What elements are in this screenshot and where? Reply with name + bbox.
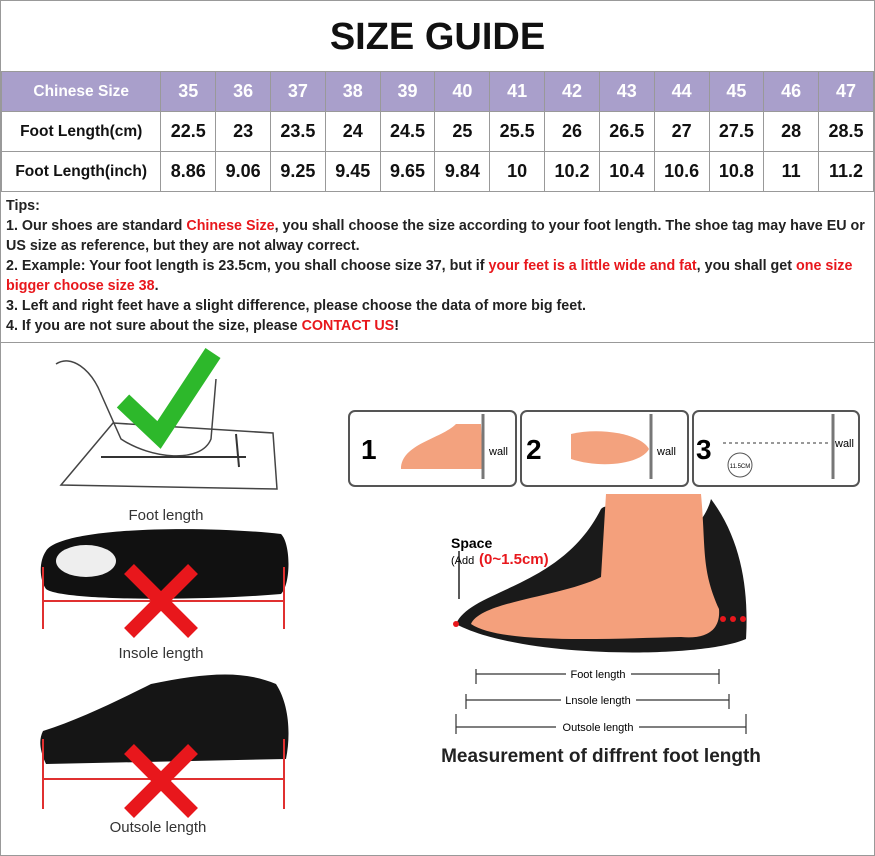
- step-1: 1 wall: [348, 410, 517, 487]
- check-mark: [116, 348, 221, 449]
- tip-text: , you shall get: [696, 258, 796, 274]
- size-table: Chinese Size 35 36 37 38 39 40 41 42 43 44 45 46 47 Fo…: [1, 71, 874, 192]
- cell: 28.5: [818, 111, 874, 152]
- label: Foot length: [128, 507, 203, 524]
- step-number: 1: [361, 434, 377, 465]
- tip-text: !: [394, 318, 399, 334]
- wall-label: wall: [488, 446, 508, 458]
- cell: 38: [324, 71, 381, 112]
- tip-text: one size bigger choose size 38: [6, 258, 853, 294]
- tip-text: .: [154, 278, 159, 294]
- cell: 24.5: [379, 111, 436, 152]
- cell: 25.5: [489, 111, 546, 152]
- cell: 8.86: [160, 151, 217, 192]
- cell: 39: [379, 71, 436, 112]
- label: Outsole length: [110, 819, 207, 836]
- tip: 1. Our shoes are standard Chinese Size, …: [6, 216, 869, 256]
- row-label: Foot Length(cm): [1, 111, 162, 152]
- step-note: 11.5CM: [730, 464, 751, 470]
- row-label: Foot Length(inch): [1, 151, 162, 192]
- cell: 40: [434, 71, 491, 112]
- row-label: Chinese Size: [1, 71, 162, 112]
- cell: 9.65: [379, 151, 436, 192]
- tips: Tips: 1. Our shoes are standard Chinese …: [1, 194, 874, 343]
- caption: Measurement of diffrent foot length: [441, 746, 761, 767]
- cell: 27.5: [708, 111, 765, 152]
- cell: 28: [763, 111, 820, 152]
- shoe: [40, 674, 289, 764]
- cell: 26: [544, 111, 600, 152]
- tip-text: Chinese Size: [186, 218, 275, 234]
- cell: 27: [653, 111, 710, 152]
- dim-label: Foot length: [570, 669, 625, 681]
- wall-label: wall: [834, 438, 854, 450]
- tip: 3. Left and right feet have a slight dif…: [6, 296, 869, 316]
- cell: 26.5: [598, 111, 655, 152]
- cell: 35: [160, 71, 217, 112]
- insole: [40, 529, 289, 599]
- tip: 4. If you are not sure about the size, p…: [6, 316, 869, 336]
- cell: 11: [763, 151, 820, 192]
- cell: 46: [763, 71, 820, 112]
- tip-text: your feet is a little wide and fat: [488, 258, 697, 274]
- tip-text: , you shall choose the size according to…: [6, 218, 865, 254]
- cell: 9.45: [324, 151, 381, 192]
- cell: 10: [489, 151, 546, 192]
- cell: 45: [708, 71, 765, 112]
- cell: 10.2: [544, 151, 600, 192]
- space-label: Space: [451, 535, 492, 551]
- table-row: Foot Length(cm) 22.5 23 23.5 24 24.5 25 25.5 26 2…: [1, 111, 874, 152]
- tip-text: 2. Example: Your foot length is 23.5cm, …: [6, 258, 489, 274]
- cell: 10.4: [598, 151, 655, 192]
- line: [235, 433, 240, 468]
- tip-text: CONTACT US: [301, 318, 395, 334]
- cell: 42: [544, 71, 600, 112]
- tip: 2. Example: Your foot length is 23.5cm, …: [6, 256, 869, 296]
- illustrations: Foot length Insole length Outsole length…: [40, 348, 860, 836]
- tip-text: 1. Our shoes are standard: [6, 218, 187, 234]
- cell: 24: [324, 111, 381, 152]
- cell: 23: [215, 111, 272, 152]
- cell: 36: [215, 71, 272, 112]
- table-row: Foot Length(inch) 8.86 9.06 9.25 9.45 9.65 9.8…: [1, 151, 874, 192]
- foot: [471, 494, 720, 640]
- cell: 9.25: [270, 151, 326, 192]
- tip-text: 3. Left and right feet have a slight dif…: [6, 298, 586, 314]
- step-number: 3: [696, 434, 712, 465]
- insole-logo: [56, 545, 116, 577]
- dim-label: Outsole length: [563, 722, 634, 734]
- tips-title: Tips:: [6, 198, 40, 214]
- label: Insole length: [118, 645, 203, 662]
- x-mark: [124, 744, 198, 818]
- dim-label: Lnsole length: [565, 695, 630, 707]
- cell: 11.2: [818, 151, 874, 192]
- cell: 41: [489, 71, 546, 112]
- step-3: 3 wall 11.5CM: [692, 410, 860, 487]
- step-2: 2 wall: [520, 410, 689, 487]
- cell: 47: [818, 71, 874, 112]
- table-row: Chinese Size 35 36 37 38 39 40 41 42 43 44 45 46 47: [1, 71, 874, 112]
- cell: 44: [653, 71, 710, 112]
- x-mark: [124, 564, 198, 638]
- cell: 43: [598, 71, 655, 112]
- add-label: (Add: [451, 555, 474, 567]
- cell: 9.84: [434, 151, 491, 192]
- cell: 23.5: [270, 111, 326, 152]
- cell: 10.6: [653, 151, 710, 192]
- foot-sketch: [55, 360, 217, 457]
- tip-text: 4. If you are not sure about the size, p…: [6, 318, 302, 334]
- cell: 9.06: [215, 151, 272, 192]
- paper: [59, 422, 278, 490]
- range-label: (0~1.5cm): [479, 551, 549, 568]
- step-number: 2: [526, 434, 542, 465]
- title: SIZE GUIDE: [329, 16, 546, 58]
- cell: 25: [434, 111, 491, 152]
- cell: 10.8: [708, 151, 765, 192]
- cell: 22.5: [160, 111, 217, 152]
- wall-label: wall: [656, 446, 676, 458]
- cell: 37: [270, 71, 326, 112]
